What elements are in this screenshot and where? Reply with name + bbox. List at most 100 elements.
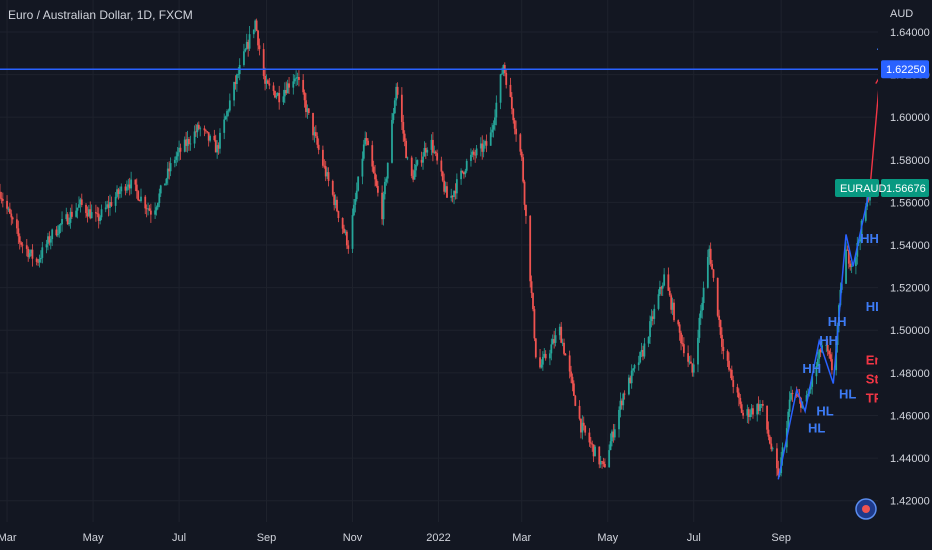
candle	[381, 185, 384, 225]
candle	[540, 359, 543, 369]
candle-body	[864, 206, 867, 221]
candle	[768, 434, 771, 445]
candle-body	[100, 209, 103, 218]
candle	[11, 216, 14, 224]
candle-body	[660, 287, 663, 289]
candle	[372, 160, 375, 174]
candle-body	[214, 140, 217, 153]
candle	[484, 139, 486, 149]
candle	[718, 309, 721, 328]
candle	[203, 125, 206, 137]
candle	[276, 91, 279, 97]
candle	[97, 207, 100, 229]
candle-body	[96, 213, 99, 215]
candle-body	[854, 256, 857, 267]
candle-body	[365, 138, 368, 141]
candle-body	[730, 369, 733, 381]
candle	[756, 403, 759, 422]
target-price-tag: 1.62250	[881, 60, 929, 79]
candle-body	[0, 191, 1, 199]
candle-body	[592, 444, 595, 457]
candle-body	[632, 368, 635, 371]
candle-body	[489, 132, 492, 146]
candle	[55, 226, 58, 237]
candle	[114, 192, 117, 213]
candle	[145, 204, 148, 218]
candle	[716, 277, 719, 318]
candle	[126, 180, 128, 194]
candle	[1, 192, 4, 208]
candle-body	[589, 442, 592, 444]
candle	[324, 160, 327, 182]
candle	[424, 142, 427, 159]
candle	[275, 92, 278, 100]
candle	[543, 348, 546, 359]
candle-body	[126, 186, 128, 191]
candle	[609, 433, 612, 451]
candle-body	[558, 326, 561, 336]
candle-body	[90, 212, 93, 219]
candle-body	[740, 404, 743, 413]
candle	[450, 188, 453, 202]
candle	[347, 240, 350, 254]
candle	[698, 313, 701, 343]
candle-body	[75, 210, 78, 217]
candle-body	[721, 334, 723, 347]
candle	[791, 389, 794, 402]
candle-body	[135, 184, 138, 192]
candle	[96, 206, 99, 218]
candle	[709, 242, 712, 267]
candle-body	[701, 303, 704, 311]
candle-body	[159, 185, 162, 194]
candle	[158, 188, 161, 208]
candle-body	[97, 213, 100, 221]
candle-body	[219, 132, 221, 149]
candle	[494, 109, 496, 131]
candle-body	[777, 468, 780, 476]
candle-body	[712, 269, 715, 278]
candle-body	[227, 110, 230, 112]
candle	[87, 205, 90, 217]
candle-body	[436, 153, 439, 161]
candle	[650, 309, 653, 328]
candle	[422, 152, 424, 170]
candle	[183, 136, 186, 153]
candle	[671, 297, 674, 316]
candle-body	[602, 461, 605, 464]
candle	[544, 350, 547, 361]
candle-body	[185, 139, 188, 146]
annotation-label: HL	[808, 421, 825, 436]
candle-body	[278, 93, 281, 103]
candle-body	[127, 184, 130, 187]
candle-body	[781, 447, 784, 458]
candle	[51, 228, 54, 247]
candle	[767, 421, 770, 441]
candle-body	[501, 73, 503, 75]
candle-body	[386, 162, 389, 179]
candle-body	[619, 400, 622, 410]
candle	[45, 239, 48, 254]
candle-body	[402, 122, 405, 134]
candle	[513, 117, 516, 135]
candle	[234, 75, 237, 90]
candle	[341, 217, 344, 235]
candle	[737, 388, 740, 407]
candle-body	[344, 231, 347, 233]
candle-body	[512, 108, 515, 121]
candle-body	[118, 191, 121, 194]
candle-body	[797, 396, 799, 397]
candle-body	[353, 204, 355, 216]
candle-body	[444, 186, 447, 192]
candle	[454, 183, 457, 200]
candle	[264, 67, 266, 91]
candle-body	[354, 199, 357, 205]
candle	[58, 223, 61, 238]
candle-body	[314, 132, 317, 137]
candle-body	[367, 140, 369, 146]
candle-body	[510, 96, 513, 109]
time-tick-label: May	[597, 532, 618, 544]
candle-body	[759, 404, 761, 411]
candle-body	[787, 411, 790, 429]
candle	[637, 355, 640, 371]
